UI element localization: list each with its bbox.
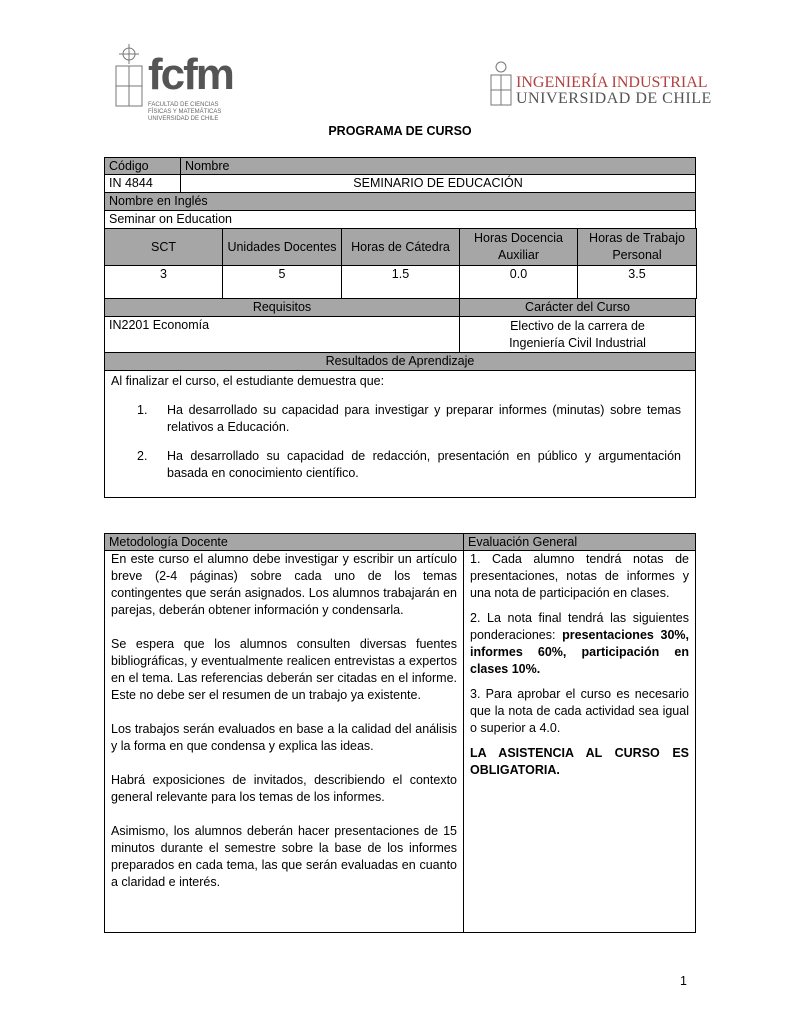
learning-outcomes-label: Resultados de Aprendizaje bbox=[104, 352, 696, 371]
english-name-label: Nombre en Inglés bbox=[104, 192, 696, 211]
methodology-label: Metodología Docente bbox=[104, 533, 464, 551]
learning-outcomes: Al finalizar el curso, el estudiante dem… bbox=[104, 370, 696, 498]
course-character-label: Carácter del Curso bbox=[459, 298, 696, 317]
hours-value: 3.5 bbox=[577, 265, 697, 299]
university-seal-icon bbox=[490, 61, 512, 106]
hours-value: 3 bbox=[104, 265, 223, 299]
hours-header: Horas de Cátedra bbox=[341, 228, 460, 266]
page-number: 1 bbox=[680, 974, 687, 988]
page-title: PROGRAMA DE CURSO bbox=[328, 124, 472, 138]
requirements-label: Requisitos bbox=[104, 298, 460, 317]
hours-value: 1.5 bbox=[341, 265, 460, 299]
english-name: Seminar on Education bbox=[104, 210, 696, 229]
ingenieria-industrial-logo: INGENIERÍA INDUSTRIAL UNIVERSIDAD DE CHI… bbox=[489, 60, 711, 108]
hours-header: Unidades Docentes bbox=[222, 228, 342, 266]
hours-value: 5 bbox=[222, 265, 342, 299]
fcfm-logo: fcfm FACULTAD DE CIENCIAS FÍSICAS Y MATEM… bbox=[112, 44, 237, 124]
course-character-value: Electivo de la carrera de Ingeniería Civ… bbox=[459, 316, 696, 353]
methodology-text: En este curso el alumno debe investigar … bbox=[104, 550, 464, 933]
course-name: SEMINARIO DE EDUCACIÓN bbox=[180, 174, 696, 193]
course-code: IN 4844 bbox=[104, 174, 181, 193]
requirements-value: IN2201 Economía bbox=[104, 316, 460, 353]
hours-header: SCT bbox=[104, 228, 223, 266]
evaluation-label: Evaluación General bbox=[463, 533, 696, 551]
hours-header: Horas Docencia Auxiliar bbox=[459, 228, 578, 266]
name-label: Nombre bbox=[180, 157, 696, 175]
university-seal-icon bbox=[115, 44, 143, 107]
hours-header: Horas de Trabajo Personal bbox=[577, 228, 697, 266]
hours-value: 0.0 bbox=[459, 265, 578, 299]
evaluation-text: 1. Cada alumno tendrá notas de presentac… bbox=[463, 550, 696, 933]
code-label: Código bbox=[104, 157, 181, 175]
